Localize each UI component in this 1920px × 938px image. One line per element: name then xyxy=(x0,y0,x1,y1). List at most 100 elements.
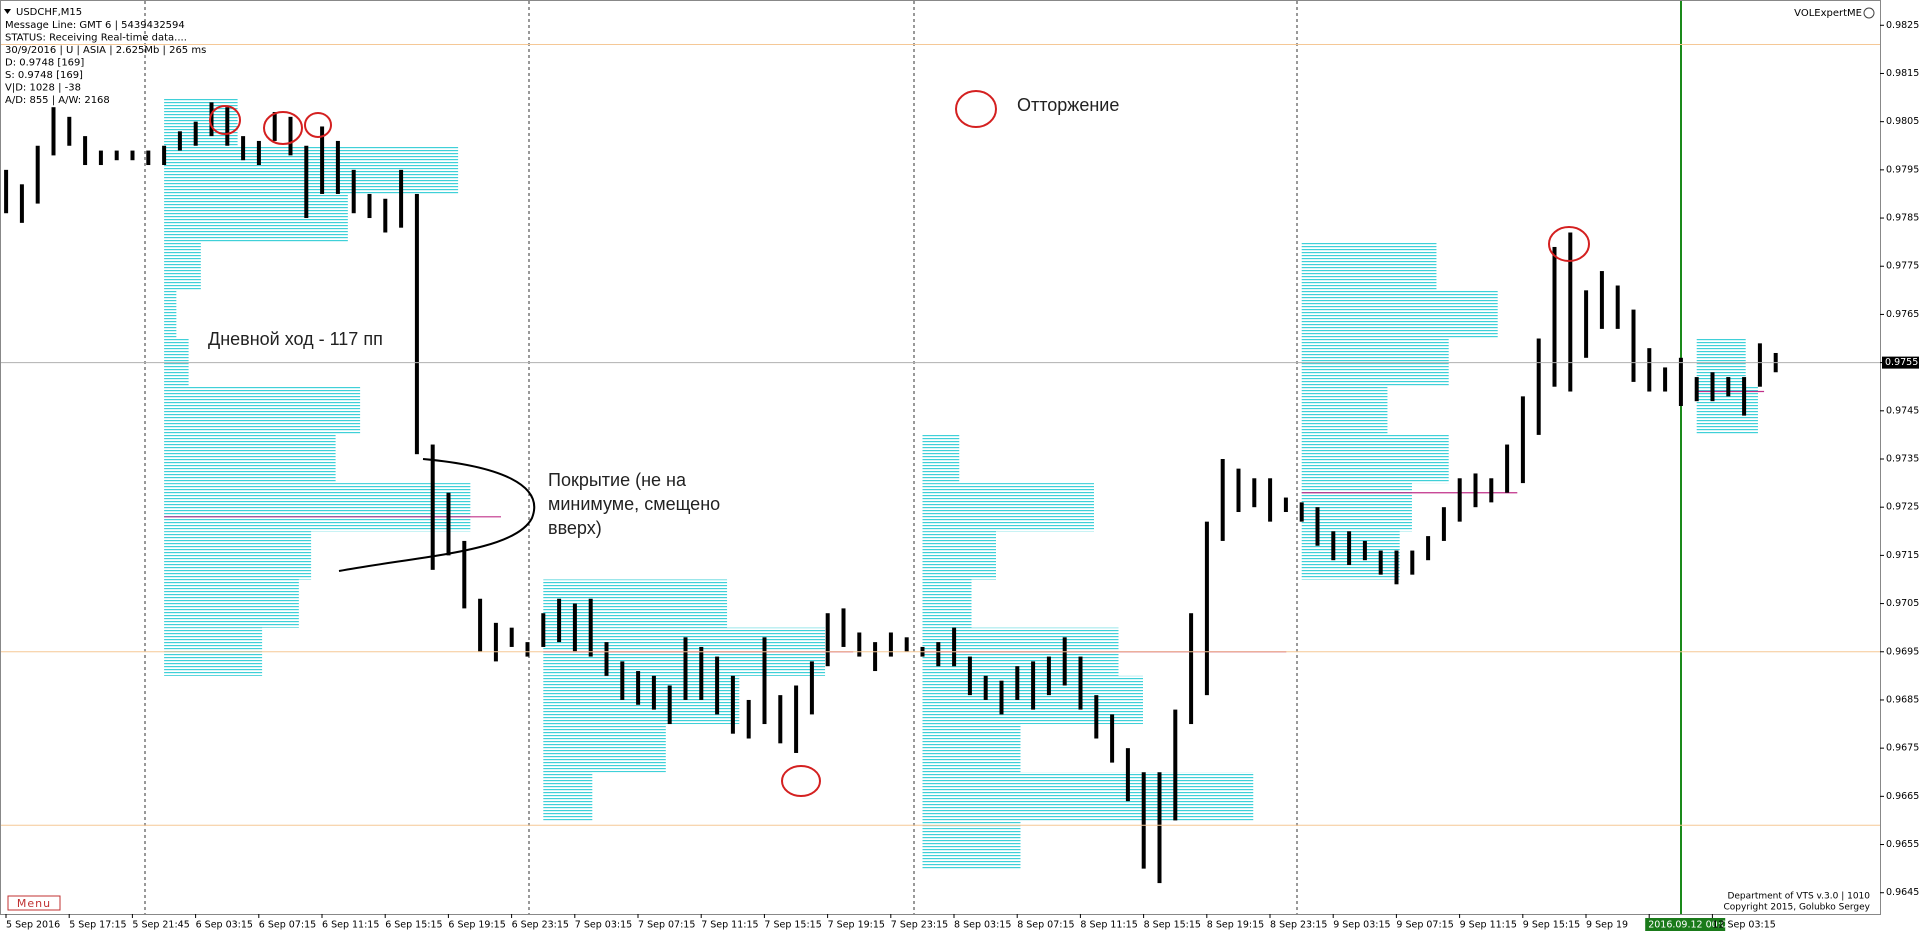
price-bar xyxy=(1678,357,1683,406)
profile-bar xyxy=(1301,290,1498,339)
y-tick-label: 0.9715 xyxy=(1886,550,1919,561)
price-bar xyxy=(588,598,593,657)
current-price-label: 0.9755 xyxy=(1885,357,1918,368)
y-tick-label: 0.9665 xyxy=(1886,791,1919,802)
info-line: 30/9/2016 | U | ASIA | 2.625Mb | 265 ms xyxy=(5,45,206,56)
price-bar xyxy=(1457,478,1462,522)
x-tick-label: 6 Sep 11:15 xyxy=(322,920,379,931)
x-tick-label: 9 Sep 15:15 xyxy=(1523,920,1580,931)
legend-text: Отторжение xyxy=(1017,95,1119,115)
coverage-text: вверх) xyxy=(548,518,602,538)
x-tick-label: 7 Sep 23:15 xyxy=(891,920,948,931)
price-bar xyxy=(983,675,988,700)
x-tick-label: 5 Sep 2016 xyxy=(6,920,60,931)
price-bar xyxy=(825,613,830,667)
coverage-text: Покрытие (не на xyxy=(548,470,687,490)
price-bars xyxy=(4,102,1778,884)
price-bar xyxy=(383,198,388,233)
info-panel: Message Line: GMT 6 | 5439432594 STATUS: … xyxy=(5,20,206,106)
price-bar xyxy=(1252,478,1257,508)
x-tick-label: 12 Sep 03:15 xyxy=(1712,920,1775,931)
profile-bar xyxy=(1301,483,1412,532)
profile-bar xyxy=(922,483,1094,532)
y-tick-label: 0.9765 xyxy=(1886,309,1919,320)
price-bar xyxy=(399,169,404,228)
price-bar xyxy=(1631,309,1636,382)
price-bar xyxy=(683,637,688,700)
price-bar xyxy=(225,107,230,146)
price-bar xyxy=(746,699,751,739)
x-tick-label: 7 Sep 07:15 xyxy=(638,920,695,931)
x-tick-highlight xyxy=(1645,918,1726,931)
price-bar xyxy=(1473,473,1478,508)
price-bar xyxy=(1331,531,1336,561)
price-bar xyxy=(1520,396,1525,484)
x-tick-label: 8 Sep 07:15 xyxy=(1017,920,1074,931)
x-tick-label: 9 Sep 03:15 xyxy=(1333,920,1390,931)
price-bar xyxy=(130,150,135,161)
profiles xyxy=(164,97,1765,869)
day-separators xyxy=(144,1,1298,914)
menu-box[interactable] xyxy=(7,895,61,911)
price-bar xyxy=(525,642,530,657)
symbol-title: USDCHF,M15 xyxy=(16,7,82,18)
price-bar xyxy=(462,540,467,609)
price-bar xyxy=(1173,709,1178,821)
price-bar xyxy=(841,608,846,647)
price-bar xyxy=(620,661,625,700)
price-bar xyxy=(1315,507,1320,546)
price-bar xyxy=(1599,271,1604,329)
x-tick-label: 7 Sep 19:15 xyxy=(828,920,885,931)
price-bar xyxy=(256,140,261,166)
y-tick-label: 0.9675 xyxy=(1886,743,1919,754)
volume-profile xyxy=(164,97,501,676)
y-tick-label: 0.9795 xyxy=(1886,164,1919,175)
profile-bar xyxy=(164,290,177,339)
price-bar xyxy=(762,637,767,725)
price-bar xyxy=(1394,550,1399,585)
x-tick-label: 6 Sep 19:15 xyxy=(448,920,505,931)
price-bar xyxy=(1094,695,1099,739)
x-tick-label: 6 Sep 23:15 xyxy=(512,920,569,931)
price-bar xyxy=(1362,540,1367,561)
x-tick-label: 6 Sep 03:15 xyxy=(196,920,253,931)
y-tick-label: 0.9805 xyxy=(1886,116,1919,127)
current-price-box xyxy=(1882,356,1919,369)
price-bar xyxy=(636,671,641,705)
price-bar xyxy=(1157,772,1162,884)
price-bar xyxy=(35,145,40,204)
price-bar xyxy=(1268,478,1273,522)
price-bar xyxy=(1410,550,1415,575)
price-bar xyxy=(1347,531,1352,566)
range-text: Дневной ход - 117 пп xyxy=(208,329,383,349)
y-tick-label: 0.9745 xyxy=(1886,405,1919,416)
price-bar xyxy=(1536,338,1541,435)
menu-button[interactable]: Menu xyxy=(7,895,61,911)
symbol-arrow xyxy=(4,9,11,14)
rejection-circle xyxy=(304,112,332,138)
price-bar xyxy=(241,136,246,161)
menu-label[interactable]: Menu xyxy=(17,897,51,910)
y-tick-label: 0.9785 xyxy=(1886,213,1919,224)
price-bar xyxy=(999,680,1004,715)
price-bar xyxy=(557,598,562,643)
y-tick-label: 0.9695 xyxy=(1886,646,1919,657)
price-bar xyxy=(667,685,672,725)
y-tick-label: 0.9775 xyxy=(1886,261,1919,272)
profile-bar xyxy=(164,242,201,291)
price-bar xyxy=(1125,748,1130,802)
y-tick-label: 0.9655 xyxy=(1886,839,1919,850)
x-tick-label: 9 Sep 07:15 xyxy=(1396,920,1453,931)
price-bar xyxy=(1584,290,1589,358)
price-bar xyxy=(873,642,878,672)
price-bar xyxy=(1710,372,1715,402)
y-tick-label: 0.9645 xyxy=(1886,887,1919,898)
price-bar xyxy=(1220,459,1225,541)
price-bar xyxy=(1426,536,1431,561)
x-tick-label: 8 Sep 23:15 xyxy=(1270,920,1327,931)
x-tick-label: 7 Sep 15:15 xyxy=(764,920,821,931)
info-line: S: 0.9748 [169] xyxy=(5,70,83,81)
profile-bar xyxy=(164,145,459,194)
price-bar xyxy=(715,656,720,715)
axes: 0.9825 0.9815 0.9805 0.9795 0.9785 0.9775 0.97… xyxy=(1,20,1919,931)
